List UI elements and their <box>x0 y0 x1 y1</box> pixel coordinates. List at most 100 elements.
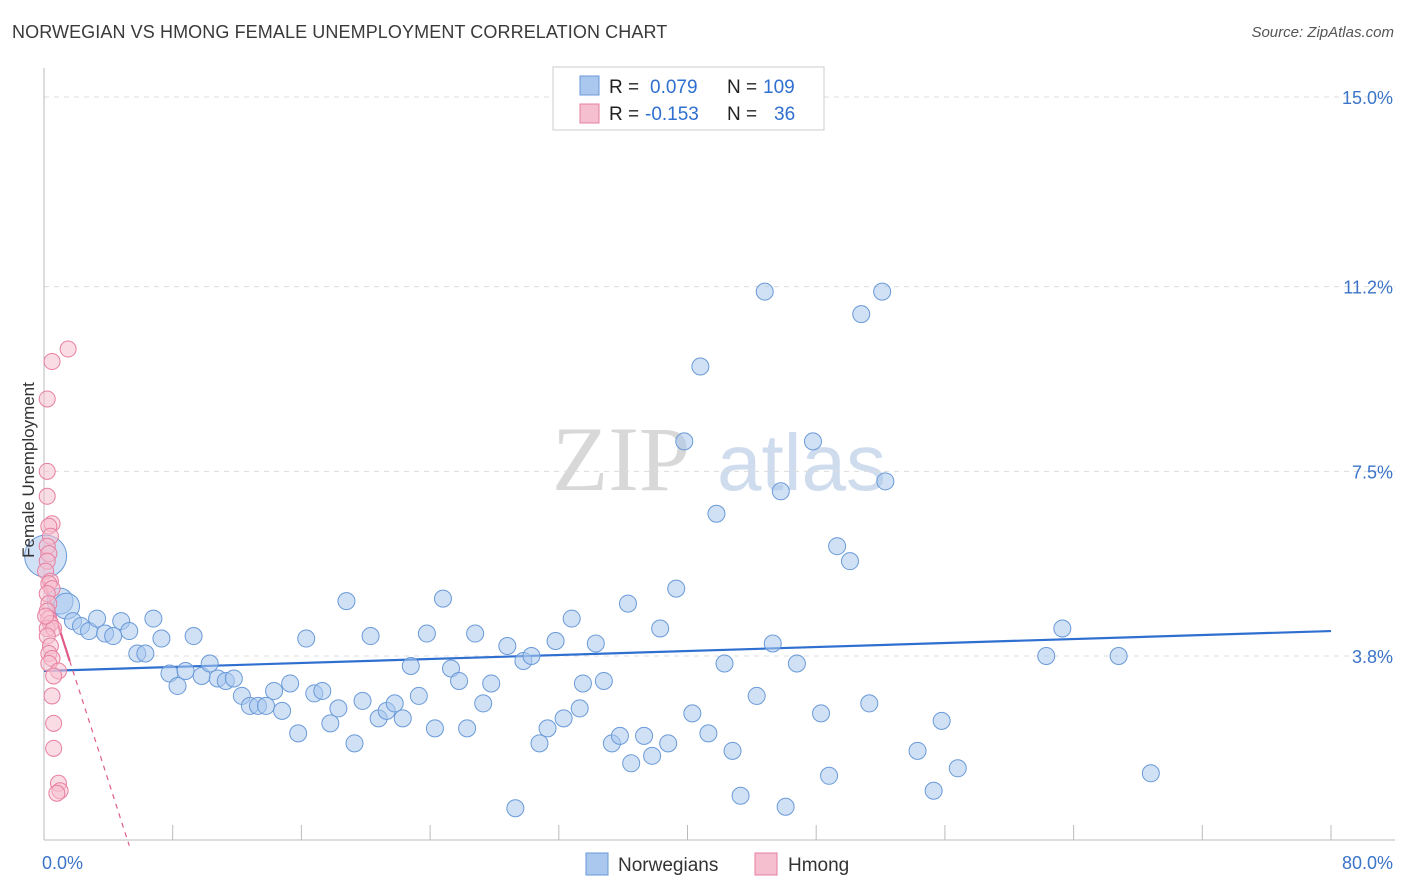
hmong-point <box>38 487 56 505</box>
legend-swatch-hmong <box>579 103 600 124</box>
norwegian-point <box>353 691 372 710</box>
norwegian-point <box>337 592 356 611</box>
norwegian-point <box>651 619 670 638</box>
norwegian-point <box>755 282 774 301</box>
norwegian-point <box>450 671 469 690</box>
norwegian-point <box>876 472 895 491</box>
norwegian-point <box>787 654 806 673</box>
norwegian-point <box>184 627 203 646</box>
series-legend: Norwegians Hmong <box>585 852 849 876</box>
hmong-point <box>59 340 77 358</box>
y-axis-label: Female Unemployment <box>19 382 38 558</box>
norwegian-point <box>747 686 766 705</box>
watermark-zip: ZIP <box>552 408 690 510</box>
norwegian-point <box>522 647 541 665</box>
norwegian-point <box>803 432 822 451</box>
norwegian-point <box>120 622 139 641</box>
norwegian-point <box>715 654 734 673</box>
legend-r-value-1: 0.079 <box>650 77 698 98</box>
norwegian-point <box>361 627 380 646</box>
norwegian-point <box>622 754 641 773</box>
legend-n-label-2: N = <box>727 104 757 125</box>
norwegian-point <box>321 714 340 733</box>
trend-line-norwegians <box>43 629 1332 673</box>
hmong-point <box>43 687 61 705</box>
legend-r-label-1: R = <box>609 77 639 98</box>
norwegian-point <box>659 734 678 753</box>
norwegian-point <box>152 629 171 648</box>
norwegian-point <box>176 661 195 680</box>
norwegian-point <box>618 594 637 613</box>
legend-n-value-2: 36 <box>774 104 795 125</box>
legend-swatch-norwegians <box>579 75 600 96</box>
hmong-point <box>38 462 56 480</box>
legend-n-label-1: N = <box>727 77 757 98</box>
x-tick-label-1: 80.0% <box>1342 853 1393 873</box>
norwegian-point <box>948 759 967 778</box>
watermark: ZIP atlas <box>552 408 886 510</box>
norwegian-point <box>1141 764 1160 783</box>
norwegian-point <box>433 589 452 608</box>
norwegian-point <box>345 734 364 753</box>
norwegian-point <box>699 724 718 743</box>
norwegian-point <box>425 719 444 738</box>
source-label: Source: ZipAtlas.com <box>1251 24 1394 41</box>
norwegian-point <box>908 741 927 760</box>
y-tick-label-1: 7.5% <box>1352 462 1393 482</box>
norwegian-point <box>840 552 859 571</box>
hmong-point <box>38 390 56 408</box>
norwegian-point <box>594 671 613 690</box>
norwegian-point <box>763 634 782 653</box>
norwegian-point <box>104 627 123 646</box>
norwegian-point <box>257 696 276 715</box>
hmong-point <box>43 353 61 371</box>
norwegian-point <box>610 726 629 745</box>
bottom-legend-swatch-norwegians <box>585 852 609 876</box>
norwegian-point <box>812 704 831 723</box>
norwegian-point <box>466 624 485 643</box>
y-tick-label-3: 15.0% <box>1342 88 1393 108</box>
legend-n-value-1: 109 <box>763 77 795 98</box>
norwegian-point <box>273 701 292 720</box>
trend-line-hmong-dashed <box>69 660 130 846</box>
norwegian-point <box>1109 647 1128 665</box>
norwegian-point <box>932 711 951 730</box>
gridlines <box>44 96 1395 657</box>
norwegian-point <box>1037 647 1056 665</box>
hmong-point <box>45 667 63 685</box>
norwegian-point <box>586 634 605 653</box>
norwegian-point <box>88 609 107 628</box>
norwegian-point <box>562 609 581 628</box>
tick-labels: 3.8% 7.5% 11.2% 15.0% 0.0% 80.0% <box>42 88 1393 873</box>
norwegian-point <box>313 681 332 700</box>
norwegian-point <box>144 609 163 628</box>
bottom-legend-swatch-hmong <box>754 852 778 876</box>
norwegian-point <box>707 504 726 523</box>
hmong-point <box>48 784 66 802</box>
norwegian-point <box>417 624 436 643</box>
norwegian-point <box>1053 619 1072 638</box>
norwegian-point <box>168 676 187 695</box>
norwegian-point <box>828 537 847 556</box>
norwegian-point <box>409 686 428 705</box>
norwegian-point <box>731 786 750 805</box>
axes <box>43 68 1395 841</box>
norwegian-point <box>546 632 565 651</box>
x-tick-label-0: 0.0% <box>42 853 83 873</box>
legend-r-value-2: -0.153 <box>645 104 699 125</box>
norwegian-point <box>873 282 892 301</box>
norwegian-point <box>538 719 557 738</box>
norwegian-point <box>667 579 686 598</box>
norwegian-points <box>24 282 1160 818</box>
norwegian-point <box>474 694 493 713</box>
y-tick-label-2: 11.2% <box>1343 278 1393 298</box>
norwegian-point <box>458 719 477 738</box>
norwegian-point <box>691 357 710 376</box>
norwegian-point <box>924 781 943 800</box>
norwegian-point <box>281 674 300 693</box>
norwegian-point <box>860 694 879 713</box>
norwegian-point <box>136 644 155 663</box>
norwegian-point <box>723 741 742 760</box>
norwegian-point <box>401 656 420 675</box>
